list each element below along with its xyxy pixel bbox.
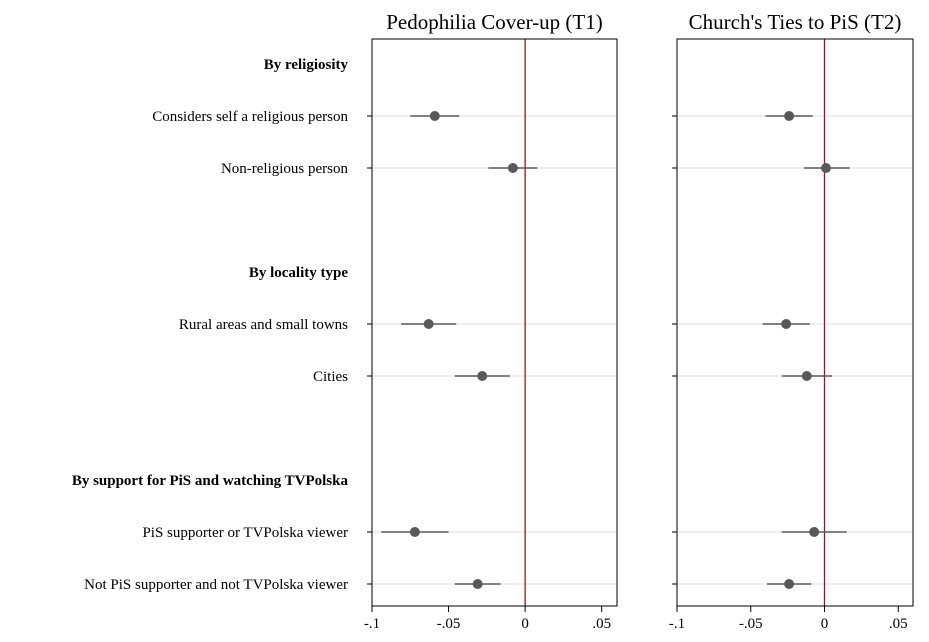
x-tick-label: -.1 (364, 616, 380, 632)
x-tick-label: .05 (592, 616, 611, 632)
x-tick-label: -.05 (437, 616, 461, 632)
point-estimate (472, 579, 483, 589)
row-label: Non-religious person (221, 161, 349, 177)
row-label: Not PiS supporter and not TVPolska viewe… (84, 577, 348, 593)
row-label: PiS supporter or TVPolska viewer (142, 525, 348, 541)
x-tick-label: -.1 (669, 616, 685, 632)
group-heading: By religiosity (264, 57, 349, 73)
point-estimate (781, 319, 792, 329)
row-label: Cities (313, 369, 348, 385)
point-estimate (429, 111, 440, 121)
row-label: Considers self a religious person (152, 109, 348, 125)
x-tick-label: 0 (821, 616, 829, 632)
point-estimate (477, 371, 488, 381)
point-estimate (784, 579, 795, 589)
row-label: Rural areas and small towns (179, 317, 348, 333)
x-tick-label: .05 (889, 616, 908, 632)
point-estimate (507, 163, 518, 173)
plot-frame (371, 38, 618, 607)
point-estimate (409, 527, 420, 537)
x-tick-label: 0 (521, 616, 529, 632)
point-estimate (784, 111, 795, 121)
point-estimate (820, 163, 831, 173)
point-estimate (423, 319, 434, 329)
plot-frame (676, 38, 914, 607)
panel-title: Pedophilia Cover-up (T1) (386, 10, 603, 34)
group-heading: By locality type (249, 265, 348, 281)
point-estimate (809, 527, 820, 537)
x-tick-label: -.05 (739, 616, 763, 632)
group-heading: By support for PiS and watching TVPolska (72, 473, 349, 489)
panel-title: Church's Ties to PiS (T2) (689, 10, 902, 34)
point-estimate (801, 371, 812, 381)
